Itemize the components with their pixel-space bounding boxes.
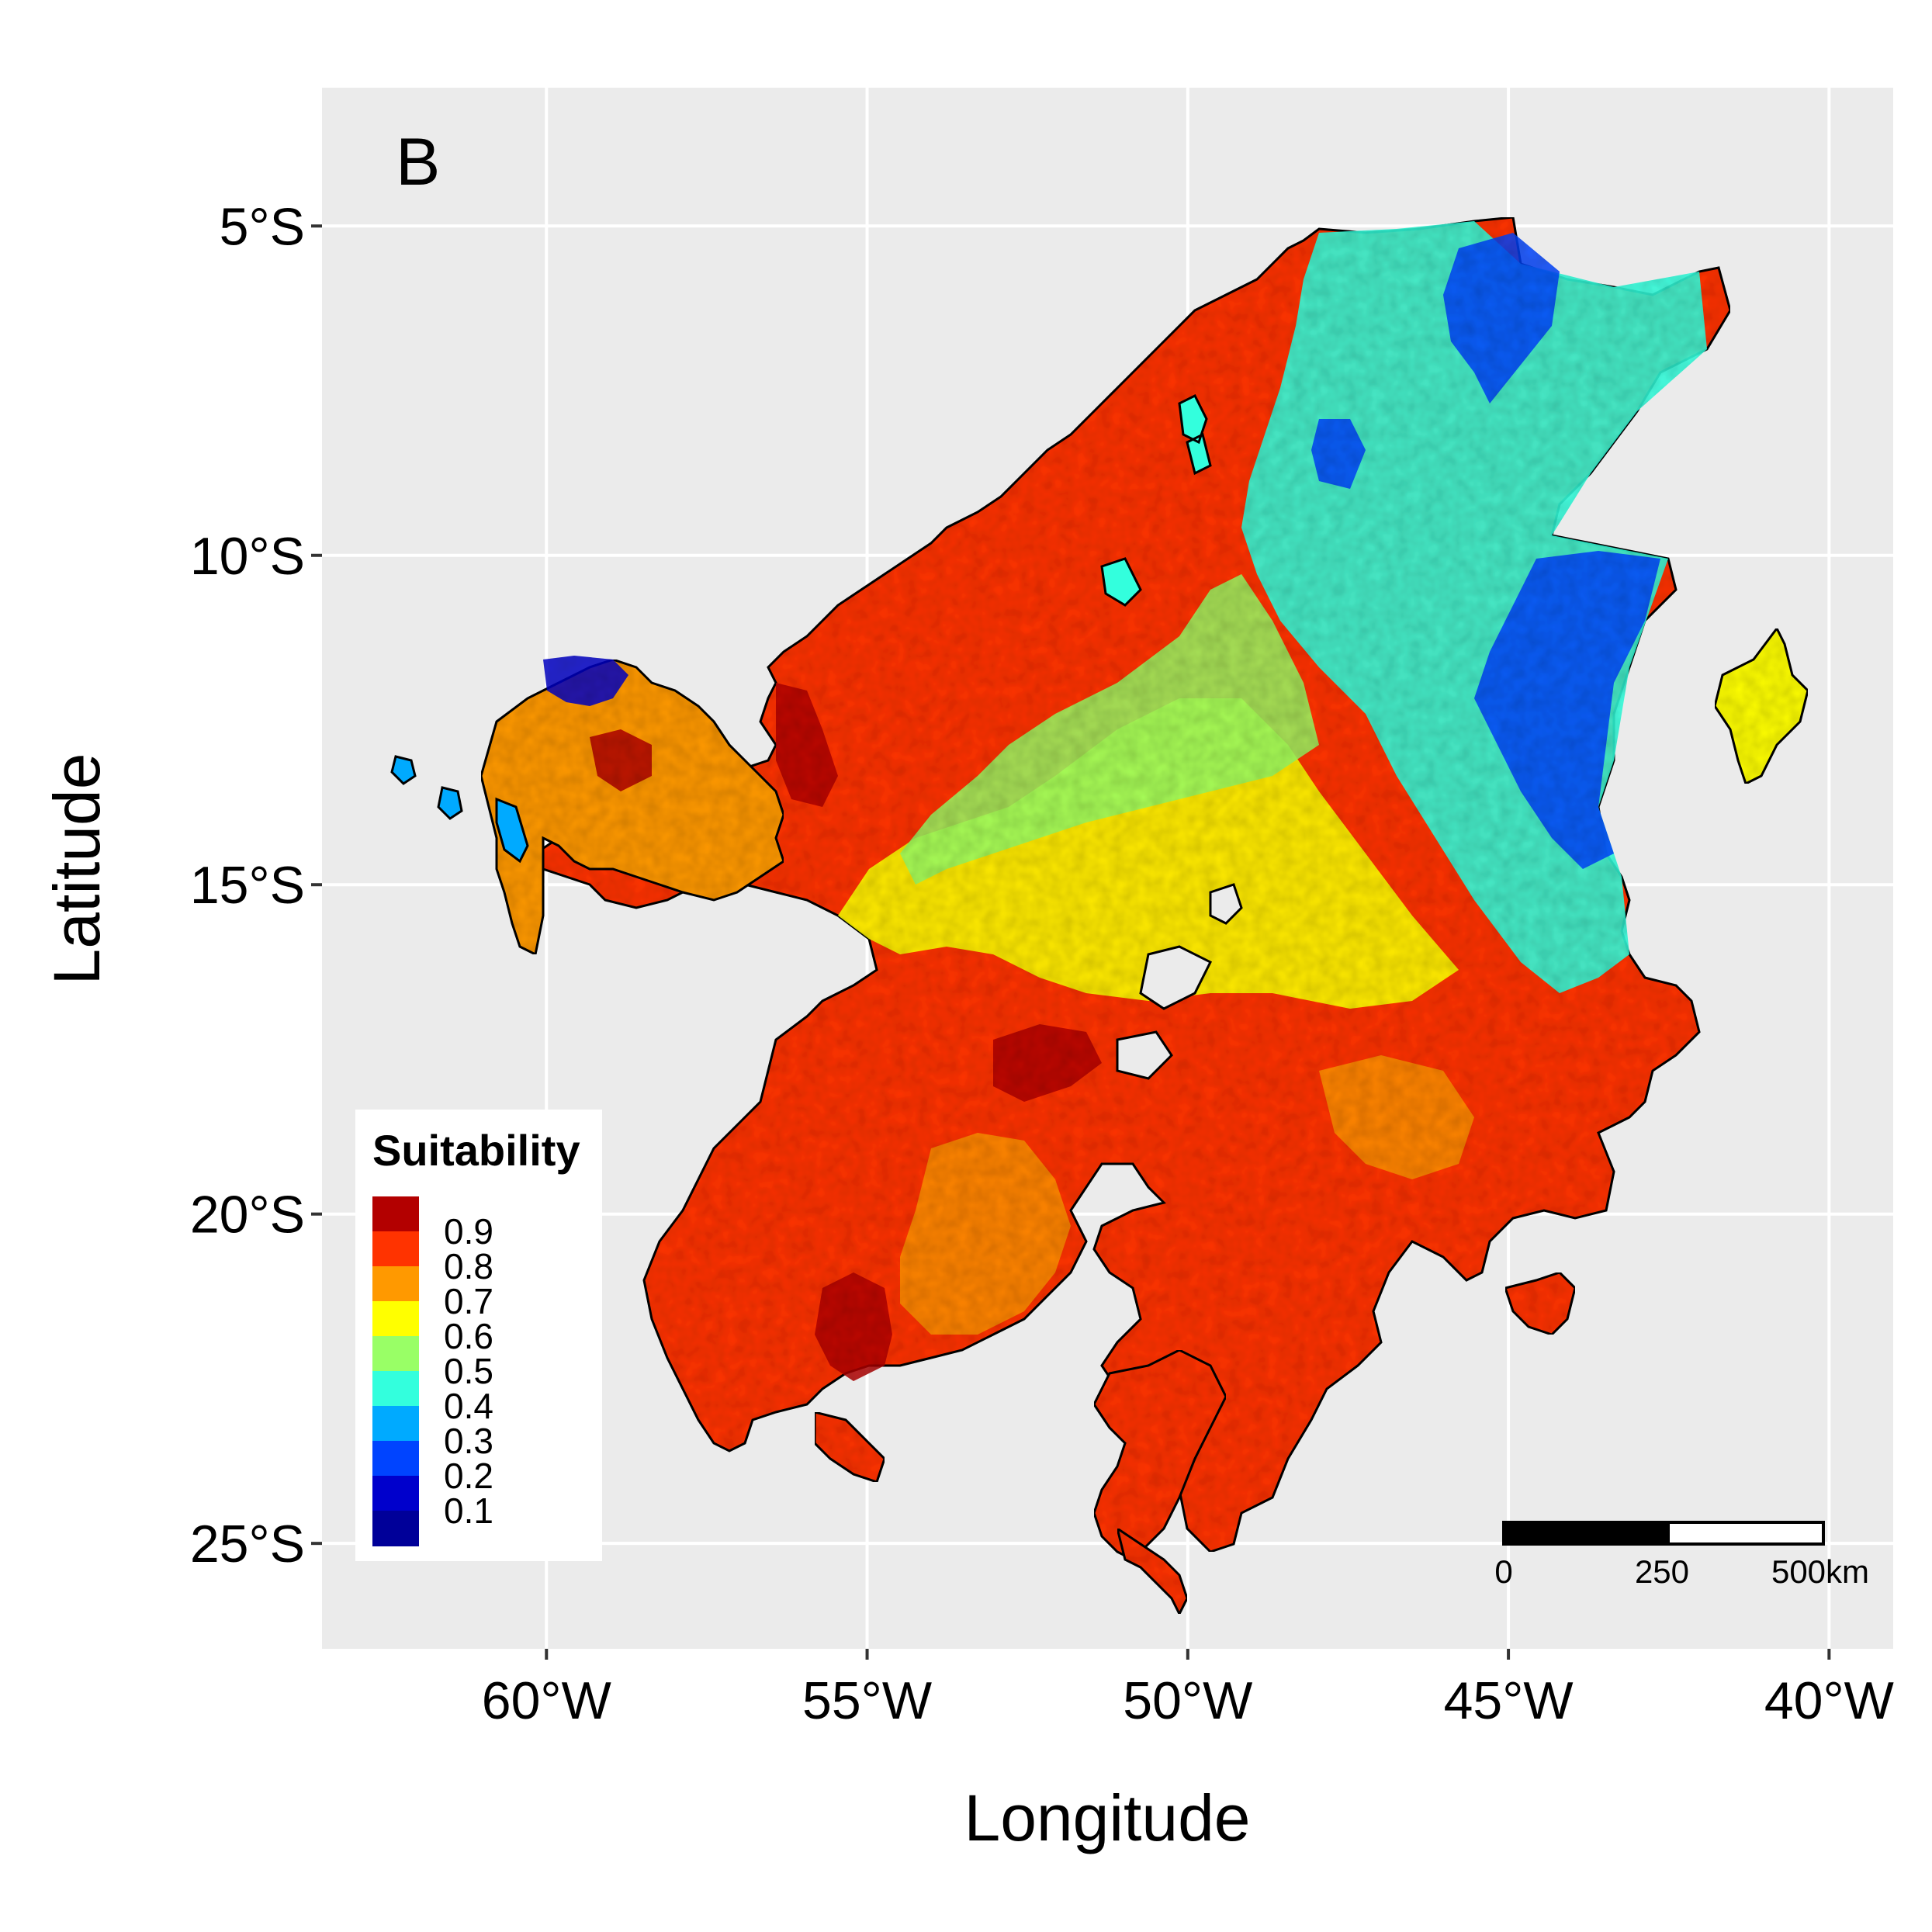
y-axis-title: Latitude xyxy=(40,753,113,985)
legend-label: 0.2 xyxy=(444,1456,493,1496)
scale-label-250: 250 xyxy=(1635,1553,1689,1590)
gap-center xyxy=(1116,883,1243,1080)
legend-swatch xyxy=(372,1231,419,1267)
legend-swatch xyxy=(372,1196,419,1232)
legend-label: 0.9 xyxy=(444,1211,493,1252)
region-sw-tip xyxy=(813,1411,886,1484)
lon-tick-label: 55°W xyxy=(802,1671,932,1730)
zone-blue-northwest xyxy=(543,656,628,706)
scale-bar: 0 250 500km xyxy=(1494,1521,1869,1590)
zone-yellow-center xyxy=(838,698,1459,1009)
legend-swatch xyxy=(372,1371,419,1407)
legend-swatch xyxy=(372,1266,419,1302)
lat-tick-label: 10°S xyxy=(190,527,305,586)
suitability-raster xyxy=(390,216,1809,1617)
legend-label: 0.6 xyxy=(444,1316,493,1356)
panel-letter: B xyxy=(396,125,440,199)
legend-label: 0.8 xyxy=(444,1246,493,1286)
lon-tick-label: 40°W xyxy=(1764,1671,1894,1730)
islands-northwest xyxy=(1100,393,1212,607)
legend-swatch xyxy=(372,1511,419,1546)
islands-west xyxy=(390,755,529,864)
legend-swatch xyxy=(372,1476,419,1511)
latitude-axis: 5°S 10°S 15°S 20°S 25°S xyxy=(190,197,322,1574)
legend-label: 0.4 xyxy=(444,1386,493,1426)
legend-label: 0.7 xyxy=(444,1281,493,1321)
zone-green-center xyxy=(900,574,1319,885)
lon-tick-label: 60°W xyxy=(482,1671,611,1730)
lon-tick-label: 50°W xyxy=(1123,1671,1252,1730)
lat-tick-label: 25°S xyxy=(190,1515,305,1574)
region-south-spur xyxy=(1115,1525,1189,1617)
longitude-axis: 60°W 55°W 50°W 45°W 40°W xyxy=(482,1649,1894,1730)
legend-swatch xyxy=(372,1301,419,1337)
scale-bar-white-segment xyxy=(1667,1521,1825,1546)
region-west-lobe xyxy=(480,658,785,957)
legend-swatches: 0.90.80.70.60.50.40.30.20.1 xyxy=(372,1196,493,1546)
zone-dark-red-south xyxy=(590,683,1102,1381)
legend-label: 0.1 xyxy=(444,1491,493,1531)
legend-label: 0.3 xyxy=(444,1421,493,1461)
legend: Suitability 0.90.80.70.60.50.40.30.20.1 xyxy=(355,1110,602,1561)
scale-bar-black-segment xyxy=(1502,1521,1670,1546)
legend-swatch xyxy=(372,1406,419,1442)
legend-label: 0.5 xyxy=(444,1351,493,1391)
x-axis-title: Longitude xyxy=(964,1781,1250,1854)
legend-swatch xyxy=(372,1336,419,1372)
lat-tick-label: 20°S xyxy=(190,1186,305,1245)
region-ne-island xyxy=(1713,626,1809,786)
region-se-blob xyxy=(1504,1271,1577,1336)
zone-blue-east xyxy=(1311,233,1660,869)
legend-swatch xyxy=(372,1441,419,1477)
lon-tick-label: 45°W xyxy=(1444,1671,1574,1730)
scale-label-0: 0 xyxy=(1494,1553,1512,1590)
zone-orange-south xyxy=(900,1055,1474,1335)
lat-tick-label: 15°S xyxy=(190,856,305,915)
scale-label-500km: 500km xyxy=(1771,1553,1869,1590)
legend-title: Suitability xyxy=(372,1126,580,1175)
lat-tick-label: 5°S xyxy=(220,197,305,256)
